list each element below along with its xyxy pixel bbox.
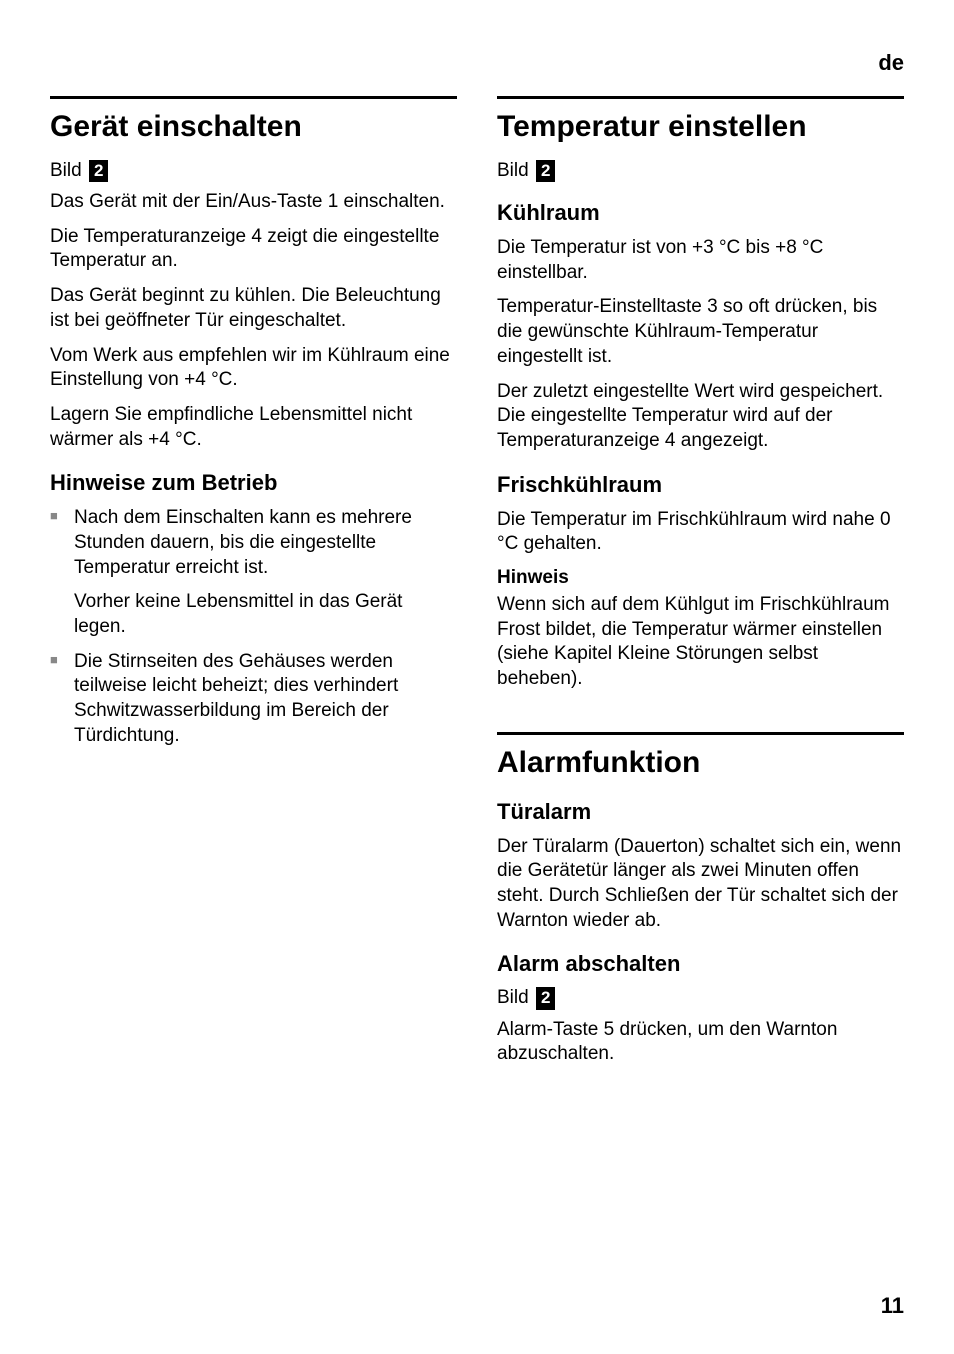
- page-number: 11: [881, 1293, 904, 1319]
- body-text: Das Gerät mit der Ein/Aus-Taste 1 einsch…: [50, 190, 457, 215]
- list-item-subtext: Vorher keine Lebensmittel in das Gerät l…: [74, 590, 457, 639]
- subsection-heading: Frischkühlraum: [497, 472, 904, 498]
- section-heading: Gerät einschalten: [50, 109, 457, 145]
- list-item-text: Die Stirnseiten des Gehäuses werden teil…: [74, 651, 398, 746]
- body-text: Der zuletzt eingestellte Wert wird gespe…: [497, 380, 904, 454]
- note-label: Hinweis: [497, 567, 904, 589]
- bild-number-icon: 2: [89, 160, 108, 182]
- subsection-heading: Alarm abschalten: [497, 951, 904, 977]
- section-divider: [497, 96, 904, 99]
- section-divider: [497, 732, 904, 735]
- bild-label: Bild: [497, 987, 529, 1008]
- list-item: Die Stirnseiten des Gehäuses werden teil…: [50, 650, 457, 749]
- content-columns: Gerät einschalten Bild 2 Das Gerät mit d…: [50, 96, 904, 1077]
- section-heading: Alarmfunktion: [497, 745, 904, 781]
- left-column: Gerät einschalten Bild 2 Das Gerät mit d…: [50, 96, 457, 1077]
- body-text: Der Türalarm (Dauerton) schaltet sich ei…: [497, 835, 904, 934]
- section-divider: [50, 96, 457, 99]
- section-heading: Temperatur einstellen: [497, 109, 904, 145]
- bild-label: Bild: [50, 160, 82, 181]
- figure-reference: Bild 2: [50, 160, 457, 182]
- bild-label: Bild: [497, 160, 529, 181]
- body-text: Vom Werk aus empfehlen wir im Kühlraum e…: [50, 344, 457, 393]
- body-text: Temperatur-Einstelltaste 3 so oft drücke…: [497, 295, 904, 369]
- subsection-heading: Türalarm: [497, 799, 904, 825]
- subsection-heading: Kühlraum: [497, 200, 904, 226]
- list-item: Nach dem Einschalten kann es mehrere Stu…: [50, 506, 457, 639]
- subsection-heading: Hinweise zum Betrieb: [50, 470, 457, 496]
- note-text: Wenn sich auf dem Kühlgut im Frischkühlr…: [497, 593, 904, 692]
- bullet-list: Nach dem Einschalten kann es mehrere Stu…: [50, 506, 457, 748]
- body-text: Die Temperaturanzeige 4 zeigt die einges…: [50, 225, 457, 274]
- figure-reference: Bild 2: [497, 160, 904, 182]
- language-header: de: [50, 50, 904, 76]
- bild-number-icon: 2: [536, 987, 555, 1009]
- body-text: Die Temperatur ist von +3 °C bis +8 °C e…: [497, 236, 904, 285]
- bild-number-icon: 2: [536, 160, 555, 182]
- body-text: Lagern Sie empfindliche Lebensmittel nic…: [50, 403, 457, 452]
- list-item-text: Nach dem Einschalten kann es mehrere Stu…: [74, 507, 412, 577]
- right-column: Temperatur einstellen Bild 2 Kühlraum Di…: [497, 96, 904, 1077]
- figure-reference: Bild 2: [497, 987, 904, 1009]
- body-text: Die Temperatur im Frischkühlraum wird na…: [497, 508, 904, 557]
- body-text: Alarm-Taste 5 drücken, um den Warnton ab…: [497, 1018, 904, 1067]
- body-text: Das Gerät beginnt zu kühlen. Die Beleuch…: [50, 284, 457, 333]
